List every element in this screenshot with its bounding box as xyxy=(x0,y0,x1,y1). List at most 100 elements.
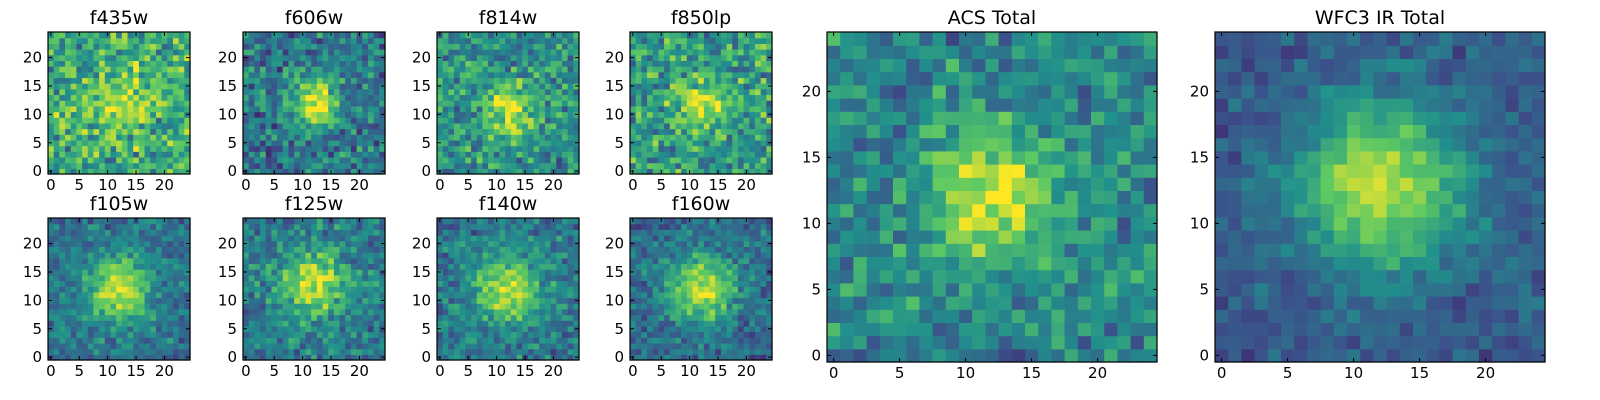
pixel-cell xyxy=(288,246,295,253)
pixel-cell xyxy=(476,94,484,101)
pixel-cell xyxy=(476,263,484,270)
pixel-cell xyxy=(48,280,55,287)
pixel-cell xyxy=(720,151,728,158)
pixel-cell xyxy=(53,297,60,304)
pixel-cell xyxy=(288,77,295,84)
pixel-cell xyxy=(635,331,642,338)
pixel-cell xyxy=(692,37,699,44)
pixel-cell xyxy=(99,60,106,67)
pixel-cell xyxy=(294,257,301,265)
pixel-cell xyxy=(760,100,767,107)
pixel-cell xyxy=(743,348,750,355)
pixel-cell xyxy=(288,128,295,135)
pixel-cell xyxy=(749,162,756,169)
pixel-cell xyxy=(254,303,261,310)
pixel-cell xyxy=(93,94,100,101)
pixel-cell xyxy=(459,151,466,158)
pixel-cell xyxy=(82,122,89,130)
pixel-cell xyxy=(493,128,501,135)
pixel-cell xyxy=(476,54,484,61)
pixel-cell xyxy=(448,297,455,304)
pixel-cell xyxy=(65,218,72,225)
pixel-cell xyxy=(488,60,495,67)
pixel-cell xyxy=(144,308,151,316)
pixel-cell xyxy=(367,37,375,44)
pixel-cell xyxy=(544,286,552,293)
x-tick-label: 10 xyxy=(293,176,312,194)
pixel-cell xyxy=(184,252,191,259)
pixel-cell xyxy=(138,100,146,107)
pixel-cell xyxy=(692,308,699,316)
pixel-cell xyxy=(167,145,174,152)
pixel-cell xyxy=(664,71,671,79)
pixel-cell xyxy=(104,162,112,169)
pixel-cell xyxy=(48,66,55,73)
pixel-cell xyxy=(104,49,112,56)
pixel-cell xyxy=(743,105,750,113)
pixel-cell xyxy=(635,354,642,361)
pixel-cell xyxy=(260,252,267,259)
pixel-cell xyxy=(465,151,472,158)
pixel-cell xyxy=(550,151,557,158)
pixel-cell xyxy=(652,43,659,50)
pixel-cell xyxy=(144,66,151,73)
pixel-cell xyxy=(311,314,318,321)
pixel-cell xyxy=(561,342,569,350)
pixel-cell xyxy=(48,246,55,253)
pixel-cell xyxy=(282,156,290,164)
pixel-cell xyxy=(749,331,756,338)
pixel-cell xyxy=(573,348,580,355)
pixel-cell xyxy=(499,263,506,270)
pixel-cell xyxy=(311,100,318,107)
pixel-cell xyxy=(121,297,129,304)
pixel-cell xyxy=(82,348,89,355)
pixel-cell xyxy=(104,105,112,113)
pixel-cell xyxy=(641,117,648,124)
pixel-cell xyxy=(505,342,512,350)
pixel-cell xyxy=(647,308,654,316)
pixel-cell xyxy=(53,111,60,118)
pixel-cell xyxy=(305,145,312,152)
pixel-cell xyxy=(715,139,722,147)
pixel-cell xyxy=(527,320,535,327)
pixel-cell xyxy=(652,331,659,338)
pixel-cell xyxy=(305,280,312,287)
pixel-cell xyxy=(516,246,523,253)
pixel-cell xyxy=(647,83,654,90)
pixel-cell xyxy=(53,54,60,61)
pixel-cell xyxy=(510,229,518,236)
pixel-cell xyxy=(299,331,307,338)
pixel-cell xyxy=(87,240,95,247)
pixel-cell xyxy=(362,105,369,113)
pixel-cell xyxy=(505,240,512,247)
pixel-cell xyxy=(664,286,671,293)
pixel-cell xyxy=(167,151,174,158)
pixel-cell xyxy=(93,88,100,96)
pixel-cell xyxy=(184,43,191,50)
pixel-cell xyxy=(333,235,341,242)
pixel-cell xyxy=(516,337,523,344)
pixel-cell xyxy=(243,257,250,265)
pixel-cell xyxy=(681,291,688,299)
pixel-cell xyxy=(692,128,699,135)
pixel-cell xyxy=(116,331,123,338)
pixel-cell xyxy=(488,94,495,101)
pixel-cell xyxy=(144,331,151,338)
pixel-cell xyxy=(550,71,557,79)
pixel-cell xyxy=(127,128,134,135)
pixel-cell xyxy=(499,252,506,259)
pixel-cell xyxy=(732,77,739,84)
pixel-cell xyxy=(442,257,449,265)
pixel-cell xyxy=(316,263,324,270)
pixel-cell xyxy=(59,229,66,236)
pixel-cell xyxy=(65,94,72,101)
pixel-cell xyxy=(322,83,329,90)
pixel-cell xyxy=(65,286,72,293)
pixel-cell xyxy=(732,105,739,113)
pixel-cell xyxy=(510,308,518,316)
pixel-cell xyxy=(505,139,512,147)
pixel-cell xyxy=(737,54,745,61)
pixel-cell xyxy=(311,218,318,225)
pixel-cell xyxy=(311,94,318,101)
pixel-cell xyxy=(333,303,341,310)
